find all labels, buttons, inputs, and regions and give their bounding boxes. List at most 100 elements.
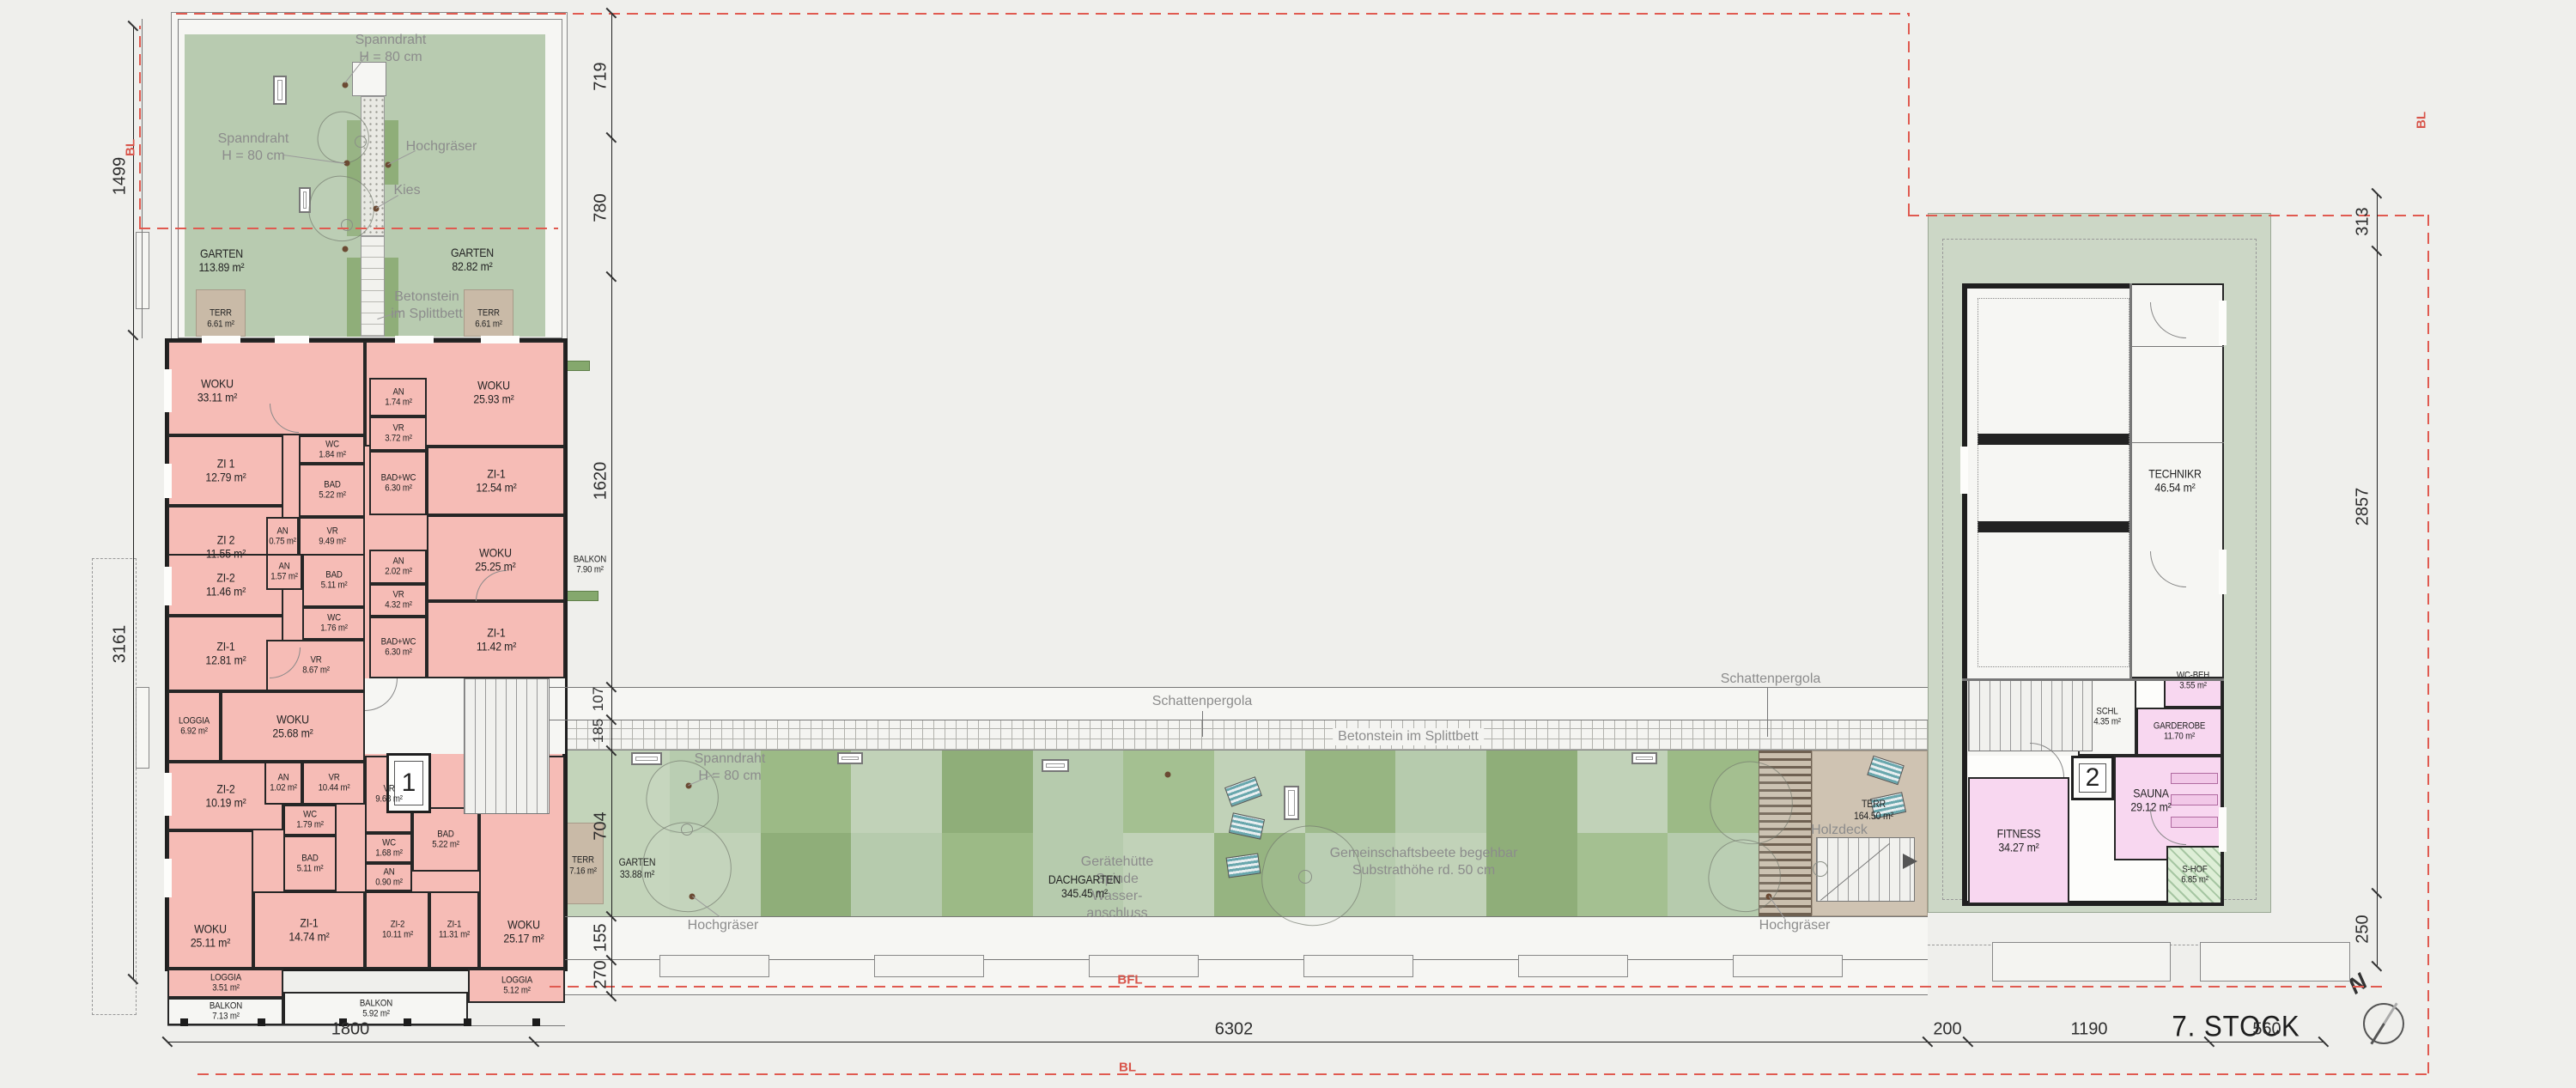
- plant-marker: [685, 782, 692, 789]
- elevator-cab: [2079, 763, 2106, 793]
- room-bad-wc: [369, 451, 427, 515]
- boundary-line-red: [176, 13, 1908, 15]
- room-label: AN 2.02 m²: [384, 556, 412, 577]
- note-kies: Kies: [393, 183, 421, 198]
- note-gemeinschaftsbeete-begehbar: Gemeinschaftsbeete begehbar Substrathöhe…: [1329, 846, 1518, 878]
- dim-1499: 1499: [110, 156, 130, 196]
- note-holzdeck: Holzdeck: [1811, 823, 1868, 837]
- balcony-edge-lower: [136, 687, 149, 769]
- dachgarten-bed: [1577, 833, 1668, 916]
- room-label: AN 1.57 m²: [270, 561, 298, 582]
- plant-marker: [342, 246, 349, 252]
- note-hochgräser: Hochgräser: [687, 918, 759, 933]
- dachgarten-bed: [1668, 833, 1759, 916]
- room-bad: [283, 836, 337, 891]
- dim-780: 780: [591, 193, 611, 222]
- room-vr: [369, 416, 427, 451]
- hall-beam-2: [1978, 521, 2130, 532]
- dachgarten-bed: [1304, 751, 1396, 833]
- hedge-right: [385, 120, 398, 185]
- sauna-bench: [2171, 794, 2218, 805]
- boundary-line-red: [550, 986, 2387, 988]
- balcony-post: [258, 1018, 265, 1026]
- room-wc: [299, 435, 365, 464]
- room-label: BAD 5.22 m²: [318, 479, 346, 501]
- dim-line: [611, 13, 613, 996]
- room-bad: [302, 554, 365, 607]
- gravel-path: [361, 96, 385, 236]
- room-label: ZI 1 12.79 m²: [204, 456, 246, 483]
- plant-ring: [681, 824, 693, 836]
- room-label: FITNESS 34.27 m²: [1996, 826, 2041, 854]
- room-label: AN 0.90 m²: [374, 866, 403, 888]
- skylight: [1042, 759, 1069, 772]
- skylight: [837, 752, 863, 764]
- plant-marker: [1164, 771, 1171, 778]
- hedge-left-low: [347, 258, 361, 337]
- wall-opening: [275, 336, 309, 343]
- room-label: BALKON 7.13 m²: [209, 1000, 242, 1022]
- balcony-post: [404, 1018, 411, 1026]
- wall-opening: [395, 336, 434, 343]
- room-label: LOGGIA 5.12 m²: [501, 975, 532, 996]
- wall-opening: [202, 336, 240, 343]
- room-bad: [299, 464, 365, 517]
- planter-box: [1992, 942, 2171, 982]
- room-label: WOKU 25.11 m²: [190, 921, 231, 949]
- room-label: SCHL 4.35 m²: [2093, 706, 2121, 727]
- room-loggia: [167, 691, 221, 762]
- plant-marker: [385, 161, 392, 168]
- plant-ring: [1298, 870, 1312, 884]
- wall-opening: [2219, 301, 2227, 345]
- plan-line: [565, 959, 1928, 961]
- room-label: BAD+WC 6.30 m²: [380, 636, 416, 658]
- dim-1800: 1800: [331, 1019, 370, 1039]
- room-label: ZI-1 12.54 m²: [475, 466, 517, 494]
- skylight: [631, 752, 662, 765]
- planter-box: [1089, 955, 1199, 977]
- pergola-band: [565, 720, 1928, 751]
- plan-line: [550, 687, 1928, 689]
- label-terr: TERR 6.61 m²: [207, 307, 234, 329]
- dachgarten-bed: [760, 833, 852, 916]
- note-spanndraht: Spanndraht H = 80 cm: [694, 751, 766, 783]
- plan-line: [565, 916, 1928, 918]
- hall-open-space: [1967, 289, 2129, 673]
- room-label: ZI-2 11.46 m²: [205, 570, 246, 598]
- label-garten: GARTEN 33.88 m²: [618, 856, 656, 880]
- dim-107: 107: [590, 686, 606, 712]
- dim-2857: 2857: [2353, 487, 2372, 526]
- boundary-line-red: [1908, 13, 1910, 215]
- hall-beam-1: [1978, 434, 2130, 445]
- dachgarten-bed: [760, 751, 852, 833]
- dachgarten-bed: [1395, 833, 1487, 916]
- room-label: ZI-1 12.81 m²: [204, 639, 246, 666]
- room-label: WOKU 25.93 m²: [473, 378, 514, 405]
- room-label: VR 10.44 m²: [318, 772, 349, 793]
- planter-box: [659, 955, 769, 977]
- room-label: ZI-1 14.74 m²: [289, 915, 330, 943]
- boundary-line-red: [139, 26, 141, 228]
- wall-opening: [164, 773, 172, 816]
- plan-line: [1202, 711, 1204, 737]
- note-hochgräser: Hochgräser: [405, 139, 477, 154]
- plant-marker: [342, 82, 349, 88]
- room-zi-1: [167, 435, 283, 506]
- label-garten: GARTEN 82.82 m²: [450, 245, 495, 273]
- dachgarten-bed: [1032, 833, 1124, 916]
- balcony-post: [339, 1018, 347, 1026]
- dachgarten-bed: [942, 833, 1034, 916]
- note-spanndraht: Spanndraht H = 80 cm: [355, 33, 427, 64]
- plan-line: [2129, 442, 2224, 444]
- elevator-number: 1: [401, 769, 416, 797]
- north-compass-circle: [2363, 1003, 2404, 1044]
- boundary-line-red: [2427, 215, 2429, 1073]
- note-schattenpergola: Schattenpergola: [1151, 694, 1253, 708]
- stairs-west-core: [464, 678, 550, 814]
- dim-6302: 6302: [1214, 1019, 1254, 1039]
- boundary-line-red: [139, 228, 558, 229]
- stairs-east-building: [1968, 678, 2093, 751]
- wall-opening: [164, 567, 172, 605]
- plan-line: [565, 994, 1928, 996]
- plant-marker: [1765, 893, 1772, 900]
